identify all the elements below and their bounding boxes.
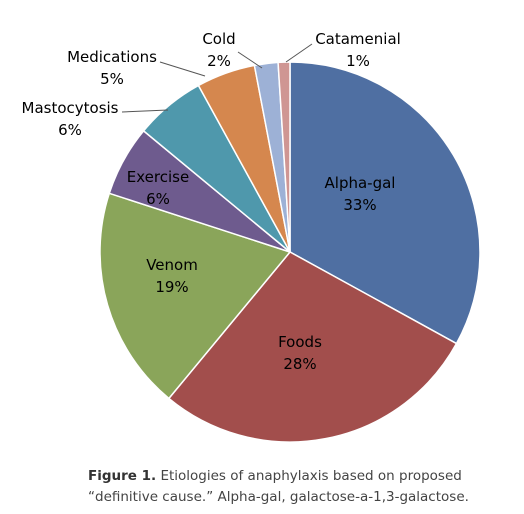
slice-name-foods: Foods [278, 333, 322, 351]
slice-name-catamenial: Catamenial [315, 30, 401, 48]
slice-name-alpha-gal: Alpha-gal [325, 174, 396, 192]
caption-text: Etiologies of anaphylaxis based on propo… [88, 468, 469, 505]
slice-value-exercise: 6% [146, 190, 170, 208]
slice-value-mastocytosis: 6% [58, 121, 82, 139]
figure-label: Figure 1. [88, 468, 157, 484]
slice-value-catamenial: 1% [346, 52, 370, 70]
pie-slice-alpha-gal [289, 61, 481, 345]
slice-value-foods: 28% [283, 355, 316, 373]
pie-slice-catamenial [277, 61, 291, 253]
slice-value-medications: 5% [100, 70, 124, 88]
figure-caption: Figure 1. Etiologies of anaphylaxis base… [88, 466, 518, 508]
pie-chart: Alpha-gal 33% Foods 28% Venom 19% Exercise 6% Ma… [22, 30, 481, 443]
slice-name-cold: Cold [202, 30, 235, 48]
pie-slice-venom [99, 192, 292, 400]
slice-name-exercise: Exercise [127, 168, 189, 186]
slice-value-venom: 19% [155, 278, 188, 296]
leader-line-catamenial [285, 43, 313, 63]
leader-line-cold [237, 51, 263, 69]
slice-name-medications: Medications [67, 48, 157, 66]
slice-value-cold: 2% [207, 52, 231, 70]
slice-name-mastocytosis: Mastocytosis [22, 99, 119, 117]
leader-line-medications [159, 61, 206, 77]
slice-value-alpha-gal: 33% [343, 196, 376, 214]
pie-slice-foods [167, 251, 458, 443]
slice-name-venom: Venom [146, 256, 198, 274]
leader-line-mastocytosis [121, 109, 169, 113]
